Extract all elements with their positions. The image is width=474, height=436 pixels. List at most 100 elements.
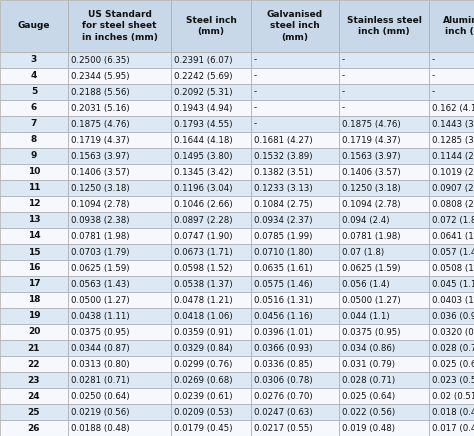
Bar <box>339 180 429 196</box>
Bar <box>339 420 429 436</box>
Text: 0.1250 (3.18): 0.1250 (3.18) <box>71 184 129 193</box>
Text: 0.0188 (0.48): 0.0188 (0.48) <box>71 423 129 433</box>
Bar <box>251 116 339 132</box>
Text: 0.0250 (0.64): 0.0250 (0.64) <box>71 392 129 401</box>
Bar <box>339 84 429 100</box>
Text: 0.056 (1.4): 0.056 (1.4) <box>342 279 390 289</box>
Bar <box>251 132 339 148</box>
Bar <box>68 116 171 132</box>
Text: 0.0785 (1.99): 0.0785 (1.99) <box>254 232 312 241</box>
Bar <box>339 276 429 292</box>
Bar <box>429 68 474 84</box>
Text: 0.0625 (1.59): 0.0625 (1.59) <box>342 263 401 272</box>
Bar <box>171 260 251 276</box>
Bar <box>339 308 429 324</box>
Bar <box>0 404 68 420</box>
Bar <box>68 68 171 84</box>
Text: 0.1532 (3.89): 0.1532 (3.89) <box>254 151 312 160</box>
Text: 0.1144 (2.91): 0.1144 (2.91) <box>432 151 474 160</box>
Bar <box>68 404 171 420</box>
Text: 0.094 (2.4): 0.094 (2.4) <box>342 215 390 225</box>
Text: 0.028 (0.71): 0.028 (0.71) <box>342 375 395 385</box>
Bar <box>251 228 339 244</box>
Bar <box>0 292 68 308</box>
Bar <box>68 212 171 228</box>
Text: 13: 13 <box>28 215 40 225</box>
Bar <box>0 372 68 388</box>
Bar <box>339 212 429 228</box>
Bar <box>339 148 429 164</box>
Bar <box>339 164 429 180</box>
Text: 0.1406 (3.57): 0.1406 (3.57) <box>342 167 401 177</box>
Bar <box>339 372 429 388</box>
Bar <box>429 228 474 244</box>
Bar <box>0 148 68 164</box>
Bar <box>68 132 171 148</box>
Text: 0.07 (1.8): 0.07 (1.8) <box>342 248 384 256</box>
Bar <box>251 68 339 84</box>
Bar <box>429 148 474 164</box>
Text: 0.025 (0.64): 0.025 (0.64) <box>342 392 395 401</box>
Text: 12: 12 <box>28 200 40 208</box>
Text: 0.0403 (1.02): 0.0403 (1.02) <box>432 296 474 304</box>
Bar <box>251 308 339 324</box>
Text: 0.0747 (1.90): 0.0747 (1.90) <box>174 232 233 241</box>
Bar <box>339 132 429 148</box>
Bar <box>171 68 251 84</box>
Text: 0.1094 (2.78): 0.1094 (2.78) <box>342 200 401 208</box>
Bar <box>251 404 339 420</box>
Text: 3: 3 <box>31 55 37 65</box>
Bar <box>171 196 251 212</box>
Text: 22: 22 <box>28 360 40 368</box>
Bar <box>251 292 339 308</box>
Bar <box>68 260 171 276</box>
Bar <box>339 356 429 372</box>
Text: 19: 19 <box>27 311 40 320</box>
Text: 0.0808 (2.05): 0.0808 (2.05) <box>432 200 474 208</box>
Bar <box>429 180 474 196</box>
Bar <box>0 52 68 68</box>
Text: -: - <box>342 88 345 96</box>
Text: 0.1875 (4.76): 0.1875 (4.76) <box>71 119 129 129</box>
Text: -: - <box>432 88 435 96</box>
Text: 23: 23 <box>28 375 40 385</box>
Bar <box>339 244 429 260</box>
Bar <box>429 132 474 148</box>
Text: 0.0418 (1.06): 0.0418 (1.06) <box>174 311 233 320</box>
Text: 0.028 (0.71): 0.028 (0.71) <box>432 344 474 352</box>
Bar <box>251 148 339 164</box>
Text: 0.162 (4.1): 0.162 (4.1) <box>432 103 474 112</box>
Text: 0.1563 (3.97): 0.1563 (3.97) <box>342 151 401 160</box>
Text: 0.0359 (0.91): 0.0359 (0.91) <box>174 327 232 337</box>
Bar <box>0 212 68 228</box>
Bar <box>171 404 251 420</box>
Bar <box>429 0 474 52</box>
Text: 0.0508 (1.29): 0.0508 (1.29) <box>432 263 474 272</box>
Text: 0.0276 (0.70): 0.0276 (0.70) <box>254 392 313 401</box>
Bar <box>0 228 68 244</box>
Text: 0.0703 (1.79): 0.0703 (1.79) <box>71 248 129 256</box>
Text: 0.1943 (4.94): 0.1943 (4.94) <box>174 103 232 112</box>
Bar <box>251 420 339 436</box>
Bar <box>68 52 171 68</box>
Text: 0.0478 (1.21): 0.0478 (1.21) <box>174 296 233 304</box>
Text: 0.0516 (1.31): 0.0516 (1.31) <box>254 296 313 304</box>
Text: 0.0938 (2.38): 0.0938 (2.38) <box>71 215 129 225</box>
Bar <box>68 148 171 164</box>
Text: 25: 25 <box>28 408 40 416</box>
Bar <box>251 212 339 228</box>
Text: 0.0635 (1.61): 0.0635 (1.61) <box>254 263 313 272</box>
Bar <box>171 180 251 196</box>
Text: -: - <box>432 55 435 65</box>
Text: 0.025 (0.64): 0.025 (0.64) <box>432 360 474 368</box>
Bar <box>0 420 68 436</box>
Bar <box>339 228 429 244</box>
Text: 0.0563 (1.43): 0.0563 (1.43) <box>71 279 129 289</box>
Bar <box>0 100 68 116</box>
Bar <box>429 52 474 68</box>
Bar <box>339 324 429 340</box>
Text: -: - <box>342 72 345 81</box>
Bar <box>251 180 339 196</box>
Bar <box>68 372 171 388</box>
Text: 0.0781 (1.98): 0.0781 (1.98) <box>71 232 129 241</box>
